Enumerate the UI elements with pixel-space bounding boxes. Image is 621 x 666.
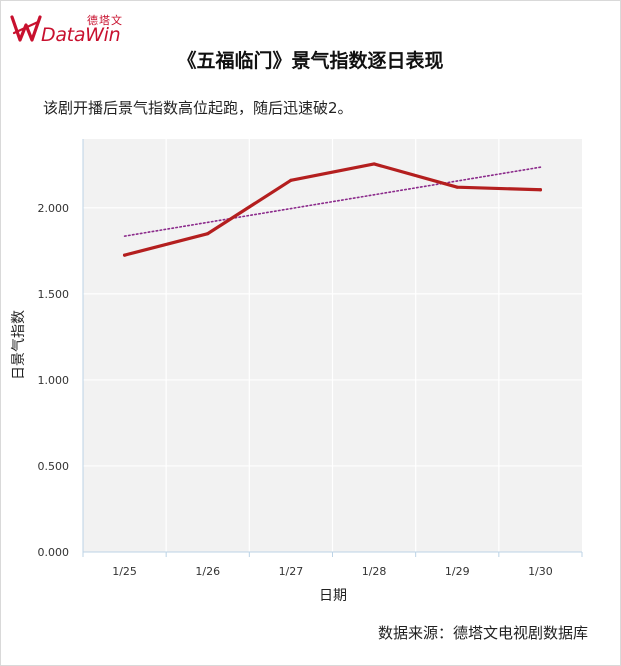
gridlines [83,139,582,552]
series-line [122,162,543,257]
series-group [122,162,543,257]
x-axis: 1/25 1/26 1/27 1/28 1/29 1/30 [82,551,583,578]
trendline [123,166,542,237]
y-tick-label: 0.500 [38,460,70,473]
x-tick-label: 1/29 [445,565,470,578]
y-axis: 0.000 0.500 1.000 1.500 2.000 [38,139,84,559]
y-tick-label: 0.000 [38,546,70,559]
data-point [538,188,543,192]
data-point [122,253,127,257]
data-point [372,162,376,166]
chart-subtitle: 该剧开播后景气指数高位起跑，随后迅速破2。 [43,99,353,117]
x-tick-label: 1/28 [362,565,387,578]
chart-title: 《五福临门》景气指数逐日表现 [177,50,444,72]
y-tick-label: 1.000 [38,374,70,387]
x-tick-label: 1/25 [112,565,137,578]
brand-logo: 德塔文 DataWin [9,11,129,47]
data-point [206,232,210,236]
x-tick-label: 1/27 [279,565,304,578]
data-point [455,185,459,189]
data-source-note: 数据来源：德塔文电视剧数据库 [377,624,588,642]
y-axis-title: 日景气指数 [11,310,27,380]
y-tick-label: 1.500 [38,288,70,301]
logo-english-text: DataWin [41,24,121,46]
data-point [289,178,293,182]
x-tick-label: 1/26 [195,565,220,578]
x-tick-label: 1/30 [528,565,553,578]
datawin-logo-icon [10,15,42,42]
x-axis-title: 日期 [319,588,347,604]
logo-chinese-text: 德塔文 [87,14,123,27]
y-tick-label: 2.000 [38,202,70,215]
